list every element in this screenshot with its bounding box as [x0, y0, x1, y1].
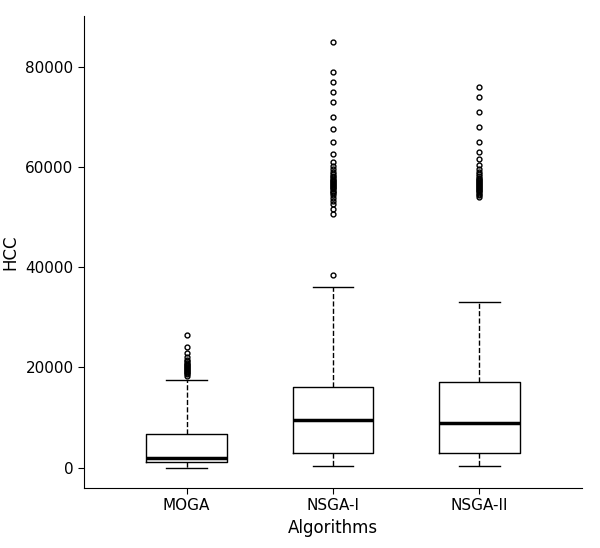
X-axis label: Algorithms: Algorithms [288, 519, 378, 536]
Y-axis label: HCC: HCC [2, 235, 20, 270]
